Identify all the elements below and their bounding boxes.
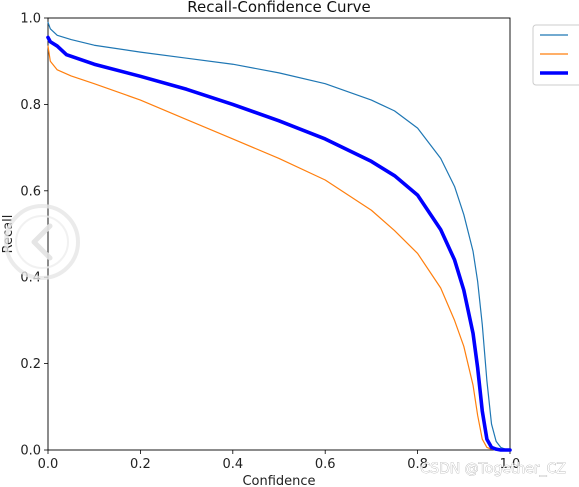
x-tick-label: 0.6 — [315, 457, 336, 472]
series-line-3 — [46, 35, 512, 452]
series-layer — [46, 21, 512, 452]
legend — [532, 24, 579, 86]
y-tick-label: 0.8 — [20, 98, 41, 113]
y-axis-ticks: 0.00.20.40.60.81.0 — [20, 12, 48, 459]
x-axis-label: Confidence — [242, 474, 315, 487]
plot-area-frame — [47, 17, 511, 451]
back-arrow-overlay-icon — [4, 204, 80, 280]
x-tick-label: 0.2 — [130, 457, 151, 472]
x-tick-label: 0.0 — [38, 457, 59, 472]
y-tick-label: 0.2 — [20, 357, 41, 372]
watermark-text: CSDN @Together_CZ — [420, 461, 566, 477]
x-tick-label: 0.4 — [222, 457, 243, 472]
x-tick-label: 0.8 — [407, 457, 428, 472]
x-axis-ticks: 0.0 0.2 0.4 0.6 0.8 1.0 — [38, 450, 521, 472]
legend-box — [532, 24, 579, 86]
chart-title: Recall-Confidence Curve — [187, 0, 371, 16]
legend-entries — [540, 34, 568, 75]
series-line-1 — [47, 21, 511, 451]
y-tick-label: 0.6 — [20, 184, 41, 199]
y-tick-label: 0.0 — [20, 444, 41, 459]
y-tick-label: 1.0 — [20, 12, 41, 27]
x-tick-label: 1.0 — [500, 457, 521, 472]
